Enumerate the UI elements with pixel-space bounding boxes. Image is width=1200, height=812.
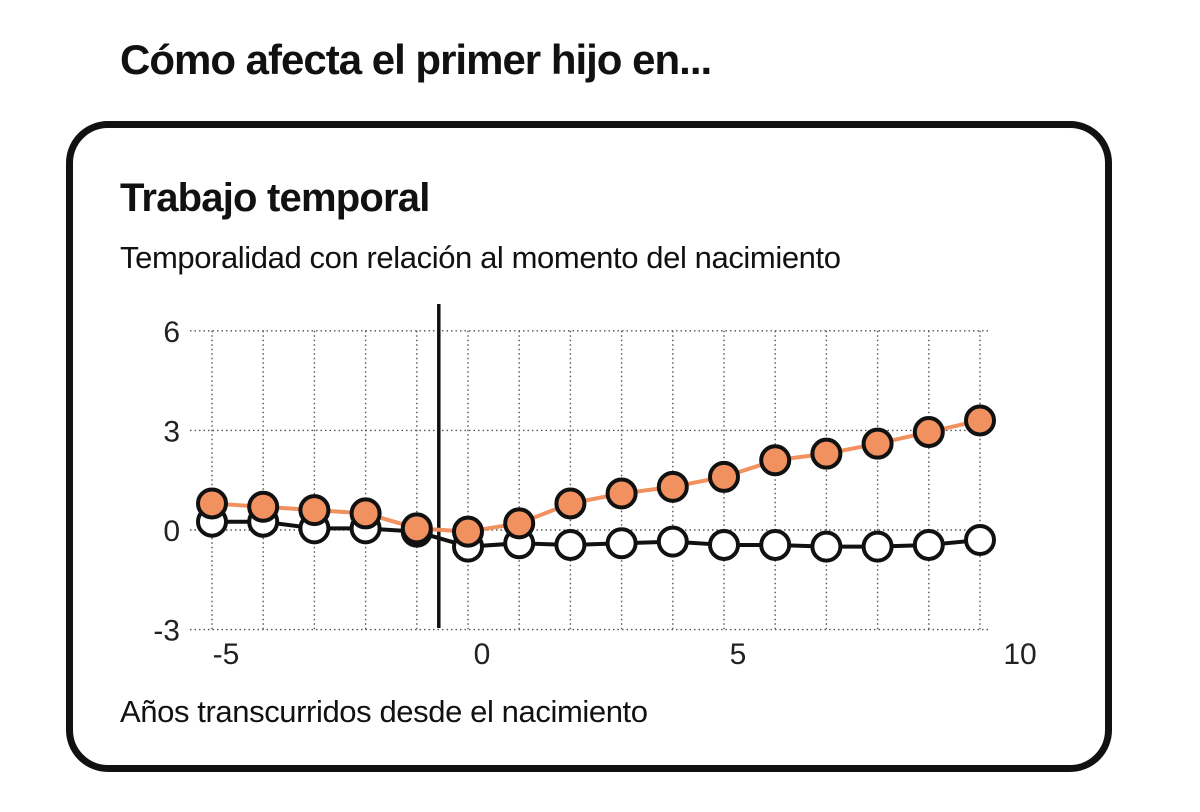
series-point-1-8: [605, 477, 638, 510]
x-axis-label: Años transcurridos desde el nacimiento: [120, 694, 648, 729]
series-point-2-10: [708, 528, 740, 561]
series-point-1-10: [708, 460, 740, 493]
series-line-1: [211, 418, 981, 534]
series-point-1-13: [861, 427, 894, 460]
series-point-1-0: [196, 487, 228, 520]
series-point-2-13: [861, 530, 894, 563]
y-tick-label: 0: [163, 515, 180, 548]
chart-subtitle: Temporalidad con relación al momento del…: [120, 240, 841, 275]
y-tick-label: -3: [153, 615, 180, 648]
series-point-2-7: [554, 528, 587, 561]
series-point-1-15: [964, 404, 996, 437]
y-tick-label: 6: [163, 316, 180, 349]
x-tick-label: 0: [474, 638, 491, 671]
x-tick-label: -5: [213, 638, 240, 671]
chart-title: Trabajo temporal: [120, 176, 430, 220]
series-point-1-9: [656, 470, 689, 503]
series-point-1-4: [400, 512, 433, 545]
series-point-1-7: [554, 487, 587, 520]
series-point-1-12: [810, 437, 843, 470]
series-point-2-11: [759, 528, 792, 561]
chart-card: [66, 121, 1112, 772]
series-point-1-11: [759, 444, 792, 477]
y-tick-label: 3: [163, 415, 180, 448]
series-point-2-12: [810, 530, 843, 563]
series-point-1-14: [912, 416, 945, 449]
series-point-1-1: [247, 490, 280, 523]
series-point-1-6: [503, 507, 536, 540]
x-tick-label: 10: [1003, 638, 1036, 671]
series-line-2: [212, 519, 981, 549]
series-point-1-3: [349, 497, 382, 530]
series-point-2-15: [964, 523, 996, 556]
series-lines: [211, 418, 981, 549]
series-point-2-9: [656, 525, 689, 558]
series-point-1-2: [298, 494, 331, 527]
series-point-2-14: [912, 528, 945, 561]
series-point-2-8: [605, 527, 638, 560]
tick-labels: 6 3 0 -3 -5 0 5 10: [153, 316, 1036, 671]
series-points: [196, 404, 996, 563]
grid: [190, 330, 990, 631]
series-point-1-5: [452, 515, 484, 548]
page-headline: Cómo afecta el primer hijo en...: [120, 36, 712, 83]
x-tick-label: 5: [730, 638, 747, 671]
